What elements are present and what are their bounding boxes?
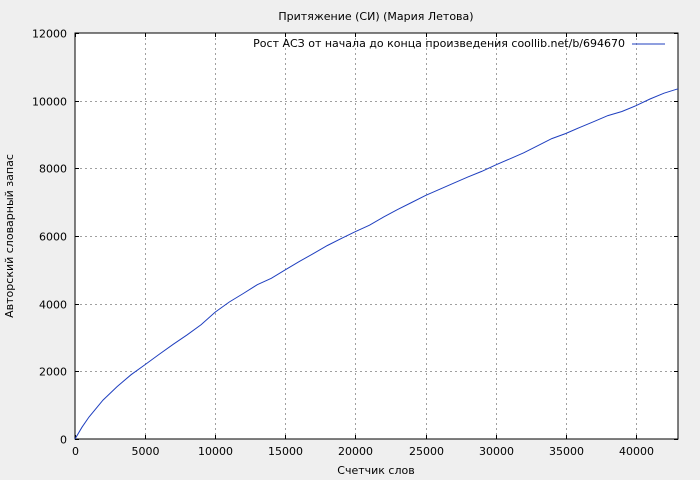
x-tick-label: 10000 xyxy=(198,445,233,458)
x-tick-label: 25000 xyxy=(409,445,444,458)
legend-label: Рост АСЗ от начала до конца произведения… xyxy=(253,37,625,50)
y-tick-label: 2000 xyxy=(39,366,67,379)
x-tick-label: 40000 xyxy=(619,445,654,458)
y-tick-label: 10000 xyxy=(32,96,67,109)
x-tick-label: 30000 xyxy=(479,445,514,458)
y-tick-label: 6000 xyxy=(39,231,67,244)
x-tick-label: 5000 xyxy=(132,445,160,458)
x-tick-label: 20000 xyxy=(338,445,373,458)
chart-title: Притяжение (СИ) (Мария Летова) xyxy=(278,10,473,23)
ticks: 0 5000 10000 15000 20000 25000 30000 35000 40000… xyxy=(32,28,678,458)
y-tick-label: 0 xyxy=(60,434,67,447)
y-tick-label: 12000 xyxy=(32,28,67,41)
y-axis-title: Авторский словарный запас xyxy=(3,154,16,318)
x-tick-label: 35000 xyxy=(549,445,584,458)
x-tick-label: 0 xyxy=(72,445,79,458)
x-tick-label: 15000 xyxy=(268,445,303,458)
x-axis-title: Счетчик слов xyxy=(337,464,414,477)
grid xyxy=(75,33,678,439)
y-tick-label: 4000 xyxy=(39,299,67,312)
series-line xyxy=(74,88,679,440)
y-tick-label: 8000 xyxy=(39,163,67,176)
legend: Рост АСЗ от начала до конца произведения… xyxy=(253,37,665,50)
